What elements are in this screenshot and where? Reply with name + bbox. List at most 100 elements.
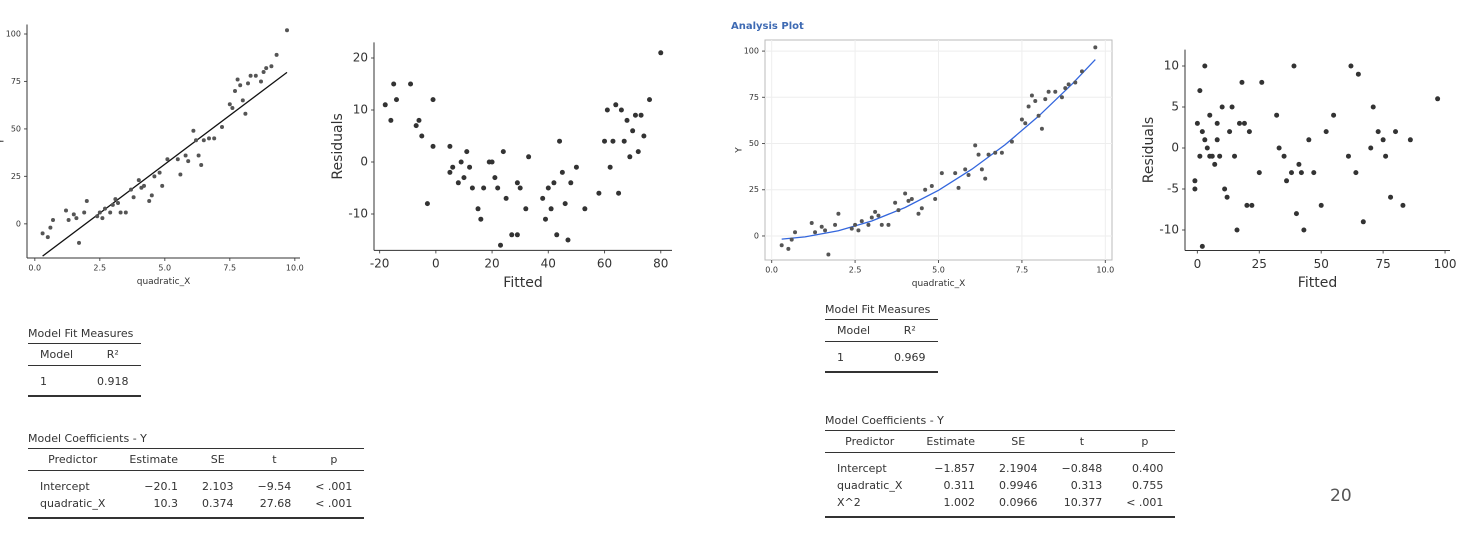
point — [1029, 93, 1034, 98]
column-header: SE — [190, 448, 246, 471]
point — [1311, 170, 1317, 176]
point — [1318, 202, 1324, 208]
point — [424, 201, 430, 207]
point — [1355, 71, 1361, 77]
column-header: R² — [882, 319, 938, 342]
point — [97, 210, 102, 215]
point — [1217, 153, 1223, 159]
point — [1199, 243, 1205, 249]
point — [1204, 145, 1210, 151]
y-tick-label: 0 — [360, 155, 368, 169]
table-cell: Intercept — [40, 480, 90, 493]
point — [886, 222, 891, 227]
point — [976, 152, 981, 157]
fit-line — [42, 71, 288, 257]
point — [1023, 121, 1028, 126]
point — [1249, 202, 1255, 208]
table-cell: < .001 — [315, 480, 353, 493]
table: Predictor Estimate SE t p Intercept −1.857 2.19… — [825, 430, 1176, 518]
point — [632, 112, 638, 118]
point — [175, 157, 180, 162]
point — [248, 73, 253, 78]
point — [492, 175, 498, 181]
table-row: Intercept −1.857 2.1904 −0.848 0.400 — [825, 453, 1175, 478]
point — [621, 138, 627, 144]
point — [929, 184, 934, 189]
point — [826, 252, 831, 257]
table-block: Model Coefficients - Y Predictor Estimate S… — [28, 432, 365, 519]
point — [408, 81, 414, 87]
y-tick-label: 0 — [1171, 141, 1179, 155]
point — [1009, 139, 1014, 144]
x-tick-label: 2.5 — [849, 266, 862, 275]
point — [823, 228, 828, 233]
point — [819, 224, 824, 229]
point — [999, 150, 1004, 155]
page-number: 20 — [1330, 486, 1352, 506]
point — [903, 191, 908, 196]
point — [191, 128, 196, 133]
column-header: R² — [85, 343, 141, 366]
table-cell: −1.857 — [934, 462, 975, 475]
point — [199, 162, 204, 167]
point — [1284, 178, 1290, 184]
point — [983, 176, 988, 181]
y-tick-label: 0 — [16, 219, 21, 228]
table-cell: 0.313 — [1070, 479, 1103, 492]
point — [178, 172, 183, 177]
point — [66, 218, 71, 223]
y-tick-label: -10 — [1159, 223, 1179, 237]
point — [1236, 120, 1242, 126]
point — [1298, 170, 1304, 176]
point — [388, 117, 394, 123]
point — [1214, 137, 1220, 143]
point — [489, 159, 495, 165]
point — [95, 214, 100, 219]
point — [430, 97, 436, 103]
point — [450, 164, 456, 170]
point — [103, 206, 107, 211]
point — [464, 149, 470, 155]
point — [1197, 153, 1203, 159]
point — [809, 221, 814, 226]
point — [51, 218, 55, 223]
point — [557, 138, 563, 144]
table-block: Model Fit Measures Model R² 1 0.969 — [825, 303, 938, 373]
table-row: 1 0.918 — [28, 366, 141, 397]
table-cell: < .001 — [1126, 496, 1164, 509]
point — [264, 66, 269, 71]
point — [1209, 153, 1215, 159]
table-block: Model Coefficients - Y Predictor Estimate S… — [825, 414, 1176, 518]
point — [230, 106, 235, 111]
table-cell: 2.103 — [202, 480, 234, 493]
y-tick-label: 5 — [1171, 100, 1179, 114]
x-axis-label: quadratic_X — [137, 277, 191, 287]
x-tick-label: 100 — [1434, 257, 1457, 271]
point — [467, 164, 473, 170]
point — [194, 138, 198, 143]
point — [481, 185, 487, 191]
point — [113, 197, 118, 202]
point — [551, 180, 557, 186]
point — [147, 199, 152, 204]
table-row: quadratic_X 0.311 0.9946 0.313 0.755 — [825, 477, 1175, 494]
point — [1246, 129, 1252, 135]
point — [207, 136, 211, 141]
point — [393, 97, 399, 103]
point — [469, 185, 475, 191]
point — [455, 180, 461, 186]
x-tick-label: 2.5 — [93, 264, 106, 273]
point — [966, 172, 971, 177]
point — [1301, 227, 1307, 233]
x-tick-label: 80 — [653, 257, 668, 271]
point — [1375, 129, 1381, 135]
point — [1388, 194, 1394, 200]
point — [1239, 79, 1245, 85]
point — [1219, 104, 1225, 110]
table-cell: quadratic_X — [40, 497, 106, 510]
charts: 0.02.55.07.510.00255075100quadratic_XY-2… — [0, 24, 1457, 291]
x-tick-label: -20 — [370, 257, 390, 271]
point — [1093, 45, 1098, 50]
table-cell: 1 — [40, 375, 47, 388]
